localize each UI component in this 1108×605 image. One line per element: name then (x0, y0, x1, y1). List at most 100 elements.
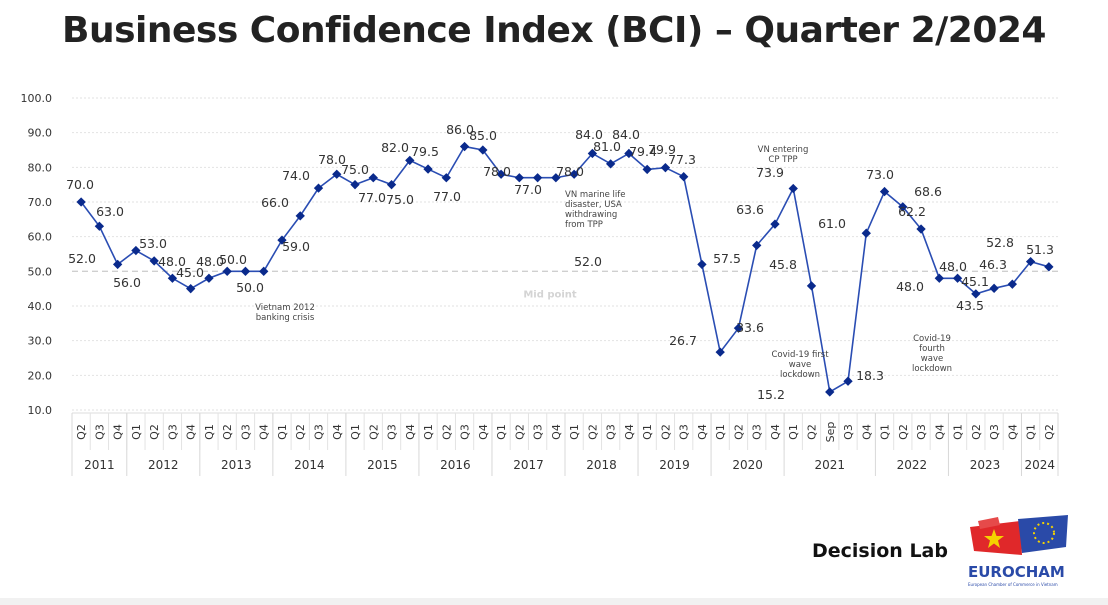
data-point (861, 228, 871, 238)
data-label: 73.0 (866, 167, 894, 182)
data-point (423, 164, 433, 174)
data-label: 78.0 (483, 164, 511, 179)
data-point (259, 266, 269, 277)
y-tick-label: 40.0 (28, 300, 53, 313)
x-tick-label: Q3 (93, 424, 106, 440)
x-tick-label: Q4 (331, 424, 344, 440)
annotation-text: fourth (919, 344, 945, 354)
data-label: 84.0 (612, 127, 640, 142)
data-label: 84.0 (575, 127, 603, 142)
data-label: 78.0 (318, 152, 346, 167)
data-point (843, 376, 853, 386)
data-point (496, 169, 506, 179)
data-label: 48.0 (939, 259, 967, 274)
data-label: 81.0 (593, 139, 621, 154)
x-tick-label: Q3 (459, 424, 472, 440)
x-tick-label: Q4 (258, 424, 271, 440)
x-tick-label: Q1 (130, 424, 143, 440)
x-tick-label: Q2 (586, 424, 599, 440)
data-label: 56.0 (113, 275, 141, 290)
data-label: 70.0 (66, 177, 94, 192)
data-label: 48.0 (196, 254, 224, 269)
y-tick-label: 60.0 (28, 231, 53, 244)
data-label: 18.3 (856, 368, 884, 383)
x-tick-label: Q4 (623, 424, 636, 440)
x-tick-label: Sep (824, 422, 837, 443)
data-label: 66.0 (261, 195, 289, 210)
year-label: 2023 (970, 458, 1001, 472)
data-label: 62.2 (898, 204, 926, 219)
data-label: 51.3 (1026, 242, 1054, 257)
x-tick-label: Q3 (915, 424, 928, 440)
x-tick-label: Q1 (641, 424, 654, 440)
annotation-text: CP TPP (768, 155, 797, 165)
footer-bar (0, 598, 1108, 605)
x-tick-label: Q2 (970, 424, 983, 440)
y-tick-label: 30.0 (28, 335, 53, 348)
year-label: 2012 (148, 458, 179, 472)
data-point (971, 289, 981, 299)
x-tick-label: Q1 (203, 424, 216, 440)
annotation-text: lockdown (912, 364, 952, 374)
data-point (459, 141, 470, 152)
data-label: 77.3 (668, 152, 696, 167)
annotation-text: lockdown (780, 370, 820, 380)
x-tick-label: Q2 (732, 424, 745, 440)
x-tick-label: Q4 (769, 424, 782, 440)
x-tick-label: Q2 (806, 424, 819, 440)
x-tick-label: Q3 (313, 424, 326, 440)
data-label: 63.0 (96, 204, 124, 219)
data-label: 77.0 (514, 182, 542, 197)
chart-title: Business Confidence Index (BCI) – Quarte… (62, 10, 1046, 51)
data-point (240, 266, 251, 277)
data-label: 61.0 (818, 216, 846, 231)
data-label: 73.9 (756, 165, 784, 180)
year-label: 2019 (659, 458, 690, 472)
x-tick-label: Q1 (568, 424, 581, 440)
year-label: 2013 (221, 458, 252, 472)
data-label: 79.4 (629, 144, 657, 159)
annotation-text: wave (789, 360, 811, 370)
data-point (1025, 256, 1036, 267)
data-label: 75.0 (341, 162, 369, 177)
year-label: 2020 (732, 458, 763, 472)
year-label: 2018 (586, 458, 617, 472)
data-point (1044, 262, 1054, 272)
data-point (879, 186, 890, 197)
x-tick-label: Q4 (933, 424, 946, 440)
annotation-text: Covid-19 first (771, 350, 829, 360)
data-label: 82.0 (381, 140, 409, 155)
x-tick-label: Q2 (897, 424, 910, 440)
x-tick-label: Q1 (787, 424, 800, 440)
annotation-text: from TPP (565, 220, 603, 230)
data-label: 46.3 (979, 257, 1007, 272)
x-tick-label: Q4 (1006, 424, 1019, 440)
x-tick-label: Q3 (239, 424, 252, 440)
data-point (679, 172, 689, 182)
data-label: 75.0 (386, 192, 414, 207)
decision-lab-logo: Decision Lab (812, 540, 948, 562)
annotation-text: banking crisis (256, 313, 315, 323)
x-tick-label: Q2 (221, 424, 234, 440)
x-tick-label: Q2 (513, 424, 526, 440)
data-point (277, 235, 287, 245)
data-point (514, 173, 525, 183)
data-point (131, 245, 141, 256)
data-label: 45.0 (176, 265, 204, 280)
data-point (313, 183, 324, 193)
data-point (788, 183, 798, 194)
data-label: 45.8 (769, 257, 797, 272)
data-label: 78.0 (556, 164, 584, 179)
annotation-text: VN entering (758, 145, 809, 155)
annotation-text: VN marine life (565, 190, 625, 200)
data-label: 77.0 (358, 190, 386, 205)
y-tick-label: 100.0 (21, 92, 53, 105)
data-point (916, 224, 926, 234)
x-tick-label: Q2 (75, 424, 88, 440)
data-label: 57.5 (713, 251, 741, 266)
year-label: 2011 (84, 458, 115, 472)
x-tick-label: Q1 (952, 424, 965, 440)
data-label: 68.6 (914, 184, 942, 199)
data-label: 43.5 (956, 298, 984, 313)
x-tick-label: Q2 (659, 424, 672, 440)
